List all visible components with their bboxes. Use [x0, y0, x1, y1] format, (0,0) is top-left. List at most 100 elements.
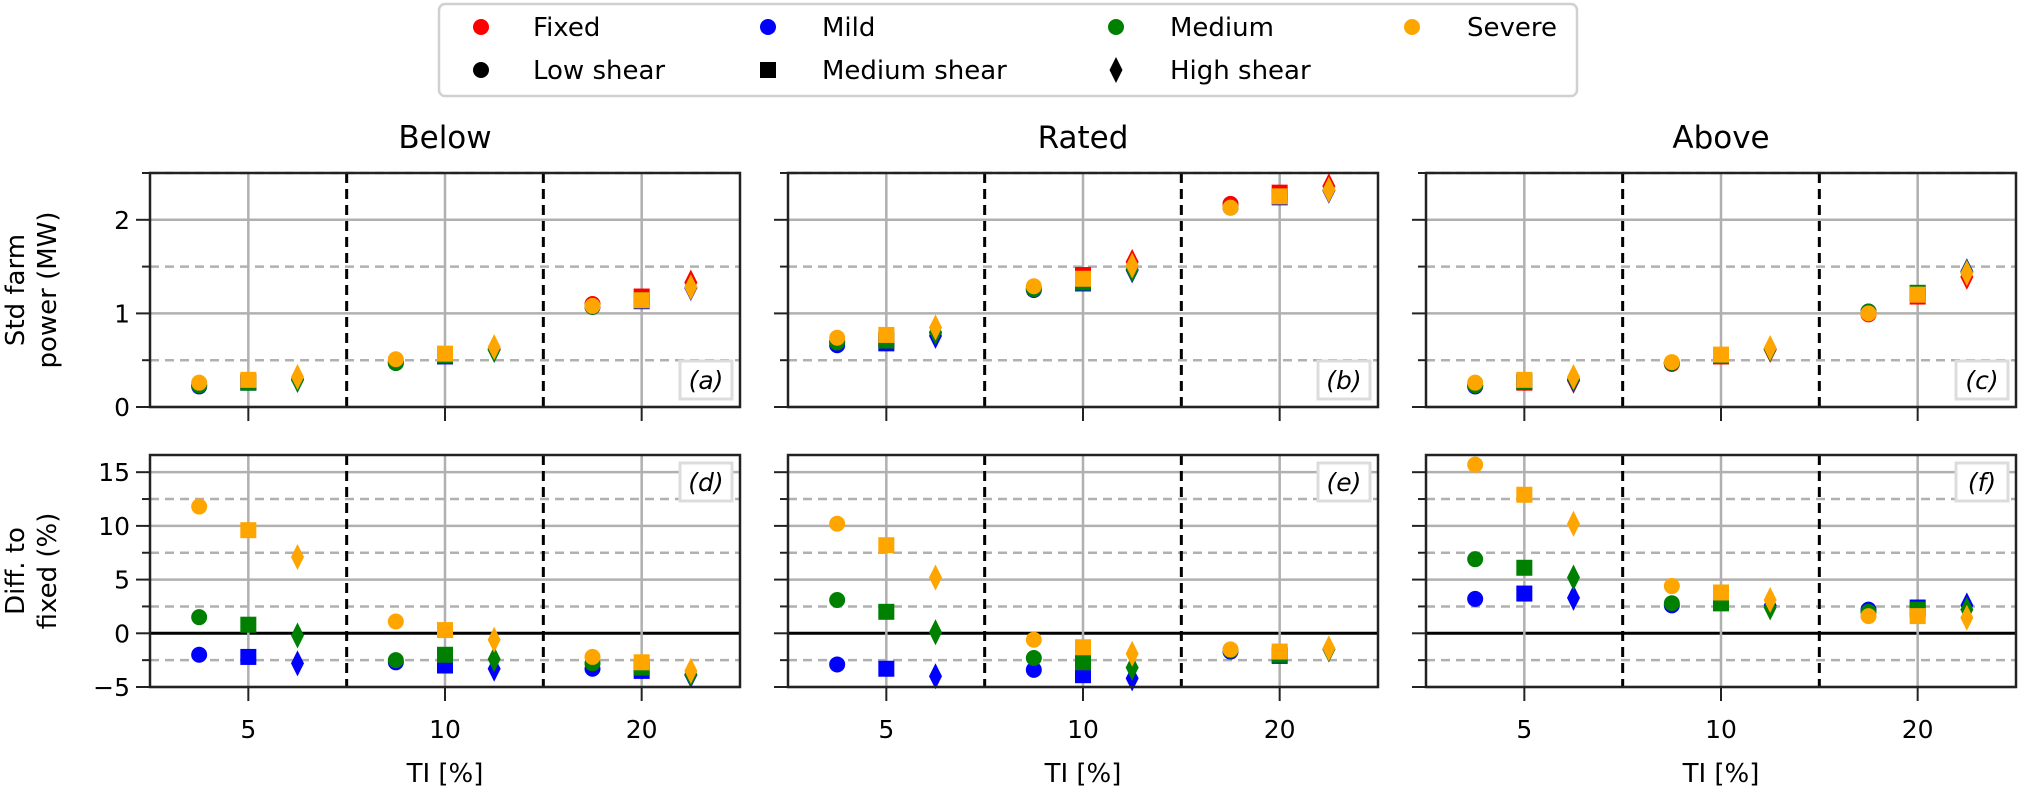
legend-label-medium-shear: Medium shear [822, 56, 1007, 86]
data-point-diamond [929, 314, 942, 341]
data-point-circle [1025, 650, 1042, 666]
panel-annotation: (d) [688, 468, 723, 497]
ytick-label: 2 [114, 206, 130, 235]
data-point-circle [829, 515, 846, 532]
data-point-circle [584, 648, 601, 665]
panel-f: 5 10 20 (f) TI [%] [1412, 453, 2018, 788]
axes-frame [786, 171, 1380, 409]
xtick-label: 10 [1067, 715, 1099, 744]
data-point-diamond [929, 663, 942, 690]
data-point-square [1271, 643, 1288, 660]
xtick-label: 20 [1264, 715, 1296, 744]
data-point-square [437, 646, 453, 663]
data-point-square [878, 537, 895, 554]
series-severe-low-shear [191, 498, 601, 665]
data-point-circle [1860, 608, 1877, 625]
data-point-diamond [1763, 587, 1777, 613]
data-point-square [240, 522, 257, 539]
panel-c: (c) Above [1412, 120, 2018, 421]
data-point-diamond [291, 622, 304, 649]
legend-marker-severe [1404, 19, 1420, 35]
data-point-circle [1467, 374, 1484, 391]
data-point-diamond [1567, 510, 1580, 537]
data-point-diamond [1567, 564, 1580, 591]
data-point-circle [387, 652, 404, 669]
series-severe-high-shear [929, 564, 1336, 667]
series-severe-medium-shear [1516, 286, 1926, 388]
panel-a: 0 1 2 (a) Below Std farm power (MW) [1, 120, 742, 422]
data-point-square [240, 648, 257, 665]
ytick-label: −5 [93, 673, 130, 702]
data-point-circle [1222, 199, 1239, 216]
legend-frame [437, 2, 1579, 98]
data-point-square [1909, 608, 1926, 625]
data-point-circle [1663, 578, 1680, 595]
data-point-square [633, 654, 650, 671]
axes-frame [1424, 453, 2018, 689]
panel-annotation: (c) [1965, 366, 1998, 395]
panel-annotation-box [678, 461, 734, 503]
data-point-square [1713, 346, 1729, 363]
series-severe-high-shear [291, 544, 698, 684]
data-point-square [240, 371, 257, 388]
series-severe-low-shear [829, 515, 1239, 658]
data-point-square [1271, 188, 1288, 205]
data-point-circle [1467, 456, 1484, 473]
series-severe-low-shear [191, 297, 601, 391]
data-point-diamond [487, 334, 501, 361]
x-axis-label: TI [%] [406, 759, 484, 788]
data-point-diamond [291, 650, 304, 677]
xtick-label: 5 [240, 715, 256, 744]
data-point-circle [191, 498, 208, 515]
data-point-square [878, 660, 895, 677]
series-severe-high-shear [1567, 510, 1974, 631]
data-point-diamond [1125, 640, 1139, 667]
data-point-square [1075, 667, 1091, 684]
data-point-circle [1663, 595, 1680, 612]
series-severe-medium-shear [240, 522, 650, 671]
data-point-circle [584, 297, 601, 314]
data-point-diamond [1125, 252, 1139, 279]
data-point-diamond [291, 364, 304, 391]
y-axis-label: fixed (%) [33, 513, 63, 630]
data-point-diamond [1322, 635, 1336, 662]
data-point-diamond [487, 646, 501, 673]
data-point-circle [191, 646, 208, 663]
y-axis-label: Std farm [1, 234, 31, 346]
ytick-label: 1 [114, 299, 130, 328]
data-point-diamond [291, 544, 304, 571]
panel-b: (b) Rated [774, 120, 1380, 421]
axes-frame [1424, 171, 2018, 409]
data-point-diamond [929, 619, 942, 646]
panel-title: Above [1672, 120, 1769, 156]
series-severe-low-shear [829, 199, 1239, 346]
legend-marker-low-shear [473, 62, 489, 78]
legend-marker-fixed [473, 19, 489, 35]
legend-label-medium: Medium [1170, 13, 1274, 43]
series-severe-medium-shear [878, 537, 1288, 660]
ytick-label: 0 [114, 619, 130, 648]
data-point-diamond [1322, 176, 1336, 203]
data-point-diamond [1567, 584, 1580, 611]
panel-title: Below [398, 120, 491, 156]
ytick-label: 10 [98, 512, 130, 541]
data-point-circle [1222, 641, 1239, 658]
xtick-label: 20 [626, 715, 658, 744]
series-severe-low-shear [1467, 305, 1877, 391]
panel-annotation: (a) [689, 366, 724, 395]
series-severe-low-shear [1467, 456, 1877, 625]
data-point-circle [1467, 590, 1484, 607]
data-point-circle [1025, 631, 1042, 648]
data-point-diamond [487, 626, 501, 653]
legend-marker-mild [760, 19, 776, 35]
data-point-diamond [1960, 604, 1974, 631]
data-point-square [1075, 639, 1091, 656]
data-point-circle [1025, 278, 1042, 295]
ytick-label: 5 [114, 566, 130, 595]
data-point-square [1516, 559, 1533, 576]
panel-d: −5 0 5 10 15 5 10 20 (d) TI [%] Diff. to fixed (%) [1, 453, 742, 788]
x-axis-label: TI [%] [1044, 759, 1122, 788]
panel-annotation: (e) [1327, 468, 1362, 497]
data-point-diamond [684, 274, 698, 301]
y-axis-label: Diff. to [1, 527, 31, 615]
